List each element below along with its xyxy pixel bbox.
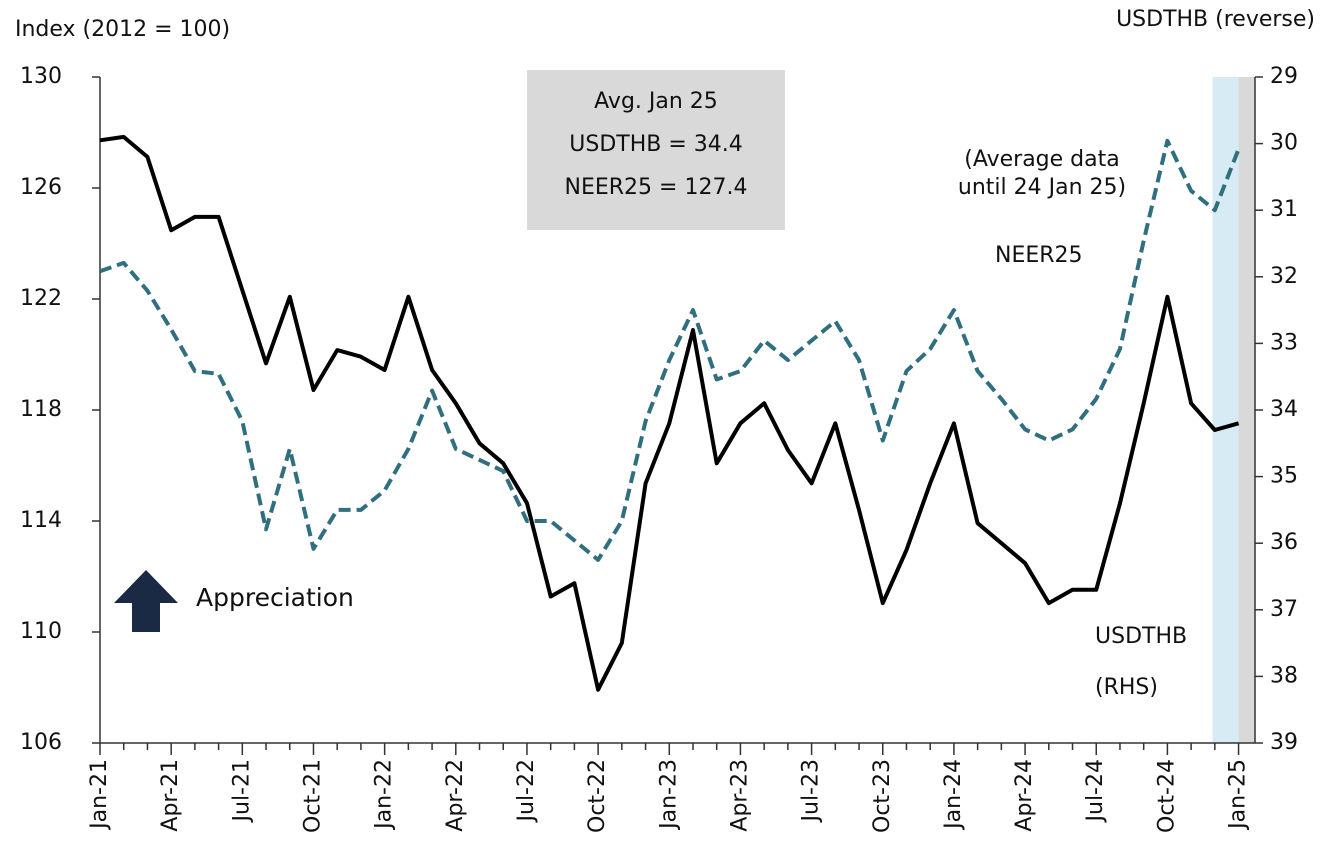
series-label: NEER25	[995, 243, 1083, 268]
y2-tick-label: 30	[1270, 131, 1298, 156]
x-tick-label: Jan-24	[941, 759, 966, 831]
series-line	[99, 134, 1240, 692]
y-tick-label: 110	[20, 619, 62, 644]
x-tick-label: Oct-23	[870, 759, 895, 833]
annotation-box	[527, 70, 785, 230]
y-axis-title: Index (2012 = 100)	[15, 17, 230, 42]
y-tick-label: 118	[20, 397, 62, 422]
y2-axis-title: USDTHB (reverse)	[1116, 7, 1315, 32]
annotation: Appreciation	[196, 583, 354, 612]
y-tick-label: 122	[20, 286, 62, 311]
series-line	[99, 138, 1241, 562]
y2-tick-label: 35	[1270, 464, 1298, 489]
annotation: (Average data	[964, 147, 1119, 172]
x-tick-label: Oct-21	[300, 759, 325, 833]
appreciation-arrow	[114, 570, 178, 632]
x-tick-label: Jul-23	[799, 759, 824, 823]
x-tick-label: Jan-21	[87, 759, 112, 831]
y2-tick-label: 33	[1270, 330, 1298, 355]
y2-tick-label: 39	[1270, 730, 1298, 755]
y2-tick-label: 32	[1270, 264, 1298, 289]
x-tick-label: Apr-24	[1012, 759, 1037, 832]
x-tick-label: Jan-25	[1226, 759, 1251, 831]
x-tick-label: Oct-22	[585, 759, 610, 833]
y-tick-label: 114	[20, 508, 62, 533]
y2-tick-label: 34	[1270, 397, 1298, 422]
period-band	[1212, 77, 1239, 743]
x-tick-label: Jan-23	[656, 759, 681, 831]
annotation: until 24 Jan 25)	[958, 175, 1126, 200]
annotation: Avg. Jan 25	[594, 89, 718, 114]
y2-tick-label: 36	[1270, 530, 1298, 555]
x-tick-label: Jul-24	[1083, 759, 1108, 823]
y-tick-label: 126	[20, 175, 62, 200]
y2-tick-label: 29	[1270, 64, 1298, 89]
y-tick-label: 130	[20, 64, 62, 89]
y2-tick-label: 38	[1270, 663, 1298, 688]
period-band	[1238, 77, 1255, 743]
x-tick-label: Jan-22	[372, 759, 397, 831]
series-label: USDTHB	[1095, 624, 1187, 649]
x-tick-label: Jul-22	[514, 759, 539, 823]
annotation: (RHS)	[1095, 675, 1158, 700]
y2-tick-label: 37	[1270, 597, 1298, 622]
x-tick-label: Apr-21	[158, 759, 183, 832]
x-tick-label: Oct-24	[1154, 759, 1179, 833]
y2-tick-label: 31	[1270, 197, 1298, 222]
annotation: NEER25 = 127.4	[565, 175, 748, 200]
x-tick-label: Jul-21	[229, 759, 254, 823]
y-tick-label: 106	[20, 730, 62, 755]
x-tick-label: Apr-22	[443, 759, 468, 832]
x-tick-label: Apr-23	[727, 759, 752, 832]
annotation: USDTHB = 34.4	[569, 132, 743, 157]
